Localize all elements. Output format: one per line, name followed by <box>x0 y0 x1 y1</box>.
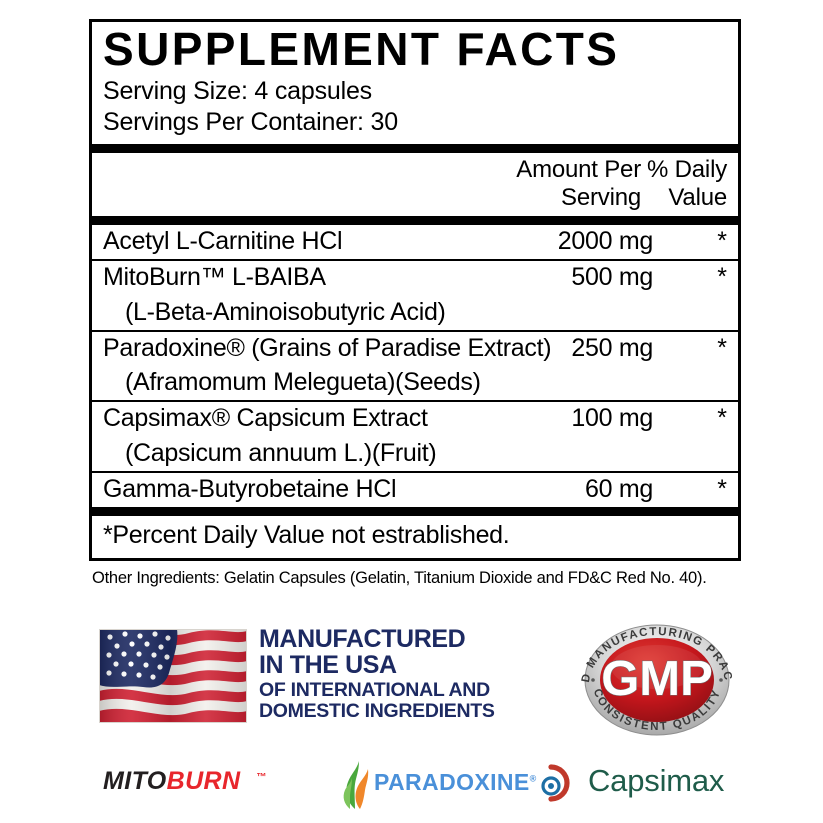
ingredient-name: Acetyl L-Carnitine HCl <box>103 227 343 256</box>
capsimax-arc-icon <box>538 761 584 805</box>
ingredient-amount: 2000 mg <box>557 227 654 256</box>
table-row: Capsimax® Capsicum Extract 100 mg * <box>92 402 738 436</box>
divider-thin <box>92 329 738 332</box>
usa-line-1: MANUFACTURED <box>259 625 466 653</box>
ingredient-subname: (L-Beta-Aminoisobutyric Acid) <box>125 297 446 326</box>
ingredient-daily-value: * <box>717 474 727 503</box>
divider-thick-headers <box>92 216 738 226</box>
capsimax-logo-text: Capsimax <box>588 763 725 798</box>
column-headers: Amount Per Serving % Daily Value <box>92 153 738 217</box>
paradoxine-flame-icon <box>338 758 378 810</box>
ingredient-daily-value: * <box>717 227 727 256</box>
certification-badges: MANUFACTURED IN THE USA OF INTERNATIONAL… <box>0 619 823 741</box>
mitoburn-logo-part1: MITO <box>103 767 167 795</box>
column-header-amount-line1: Amount Per <box>516 155 641 183</box>
table-row-subline: (Aframomum Melegueta)(Seeds) <box>92 366 738 400</box>
column-header-amount-line2: Serving <box>561 183 641 211</box>
table-row-subline: (L-Beta-Aminoisobutyric Acid) <box>92 296 738 330</box>
divider-thin <box>92 470 738 473</box>
ingredient-name: Gamma-Butyrobetaine HCl <box>103 474 397 503</box>
ingredient-name: Capsimax® Capsicum Extract <box>103 404 428 433</box>
ingredient-subname: (Aframomum Melegueta)(Seeds) <box>125 368 481 397</box>
column-header-amount: Amount Per Serving <box>483 156 641 213</box>
page-title: SUPPLEMENT FACTS <box>103 23 620 75</box>
trademark-icon: ™ <box>256 771 267 783</box>
ingredient-amount: 250 mg <box>571 333 653 362</box>
column-header-dv-line1: % Daily <box>647 155 727 183</box>
usa-line-4: DOMESTIC INGREDIENTS <box>259 700 495 723</box>
table-row: Acetyl L-Carnitine HCl 2000 mg * <box>92 225 738 259</box>
registered-icon: ® <box>529 773 537 784</box>
mitoburn-logo: MITOBURN ™ <box>103 767 266 796</box>
divider-thin <box>92 400 738 403</box>
serving-size-text: Serving Size: 4 capsules <box>103 76 372 105</box>
ingredient-daily-value: * <box>717 404 727 433</box>
other-ingredients-text: Other Ingredients: Gelatin Capsules (Gel… <box>92 569 707 587</box>
column-header-daily-value: % Daily Value <box>641 156 727 213</box>
ingredient-name: Paradoxine® (Grains of Paradise Extract) <box>103 333 552 362</box>
table-row-subline: (Capsicum annuum L.)(Fruit) <box>92 437 738 471</box>
servings-per-container-text: Servings Per Container: 30 <box>103 107 398 136</box>
ingredient-name: MitoBurn™ L-BAIBA <box>103 263 326 292</box>
ingredient-amount: 500 mg <box>571 263 653 292</box>
divider-thin <box>92 259 738 262</box>
manufactured-in-usa-text: MANUFACTURED IN THE USA OF INTERNATIONAL… <box>259 626 495 723</box>
usa-line-2: IN THE USA <box>259 651 397 679</box>
table-row: Gamma-Butyrobetaine HCl 60 mg * <box>92 473 738 507</box>
ingredient-subname: (Capsicum annuum L.)(Fruit) <box>125 438 437 467</box>
table-row: Paradoxine® (Grains of Paradise Extract)… <box>92 332 738 366</box>
table-row: MitoBurn™ L-BAIBA 500 mg * <box>92 261 738 295</box>
gmp-center-text: GMP <box>601 652 713 706</box>
divider-thick-top <box>92 143 738 153</box>
ingredient-daily-value: * <box>717 263 727 292</box>
usa-line-3: OF INTERNATIONAL AND <box>259 679 490 701</box>
mitoburn-logo-part2: BURN <box>166 767 241 795</box>
column-header-dv-line2: Value <box>668 183 727 211</box>
ingredient-daily-value: * <box>717 333 727 362</box>
divider-thick-footnote <box>92 507 738 517</box>
us-flag-icon <box>99 629 247 723</box>
column-header-spacer <box>103 156 483 213</box>
supplement-facts-panel: SUPPLEMENT FACTS Serving Size: 4 capsule… <box>89 19 741 562</box>
daily-value-footnote: *Percent Daily Value not estrablished. <box>103 521 510 550</box>
capsimax-logo: Capsimax <box>538 759 748 809</box>
paradoxine-logo-text: PARADOXINE® <box>374 769 536 796</box>
ingredient-amount: 60 mg <box>585 474 653 503</box>
paradoxine-wordmark: PARADOXINE <box>374 769 530 795</box>
paradoxine-logo: PARADOXINE® <box>338 758 536 810</box>
panel-header-block: SUPPLEMENT FACTS Serving Size: 4 capsule… <box>92 23 738 144</box>
brand-logos: MITOBURN ™ PARADOXINE® Capsimax <box>0 755 823 813</box>
ingredient-amount: 100 mg <box>571 404 653 433</box>
gmp-seal-icon: GOOD MANUFACTURING PRACTICE CONSISTENT Q… <box>567 619 747 741</box>
